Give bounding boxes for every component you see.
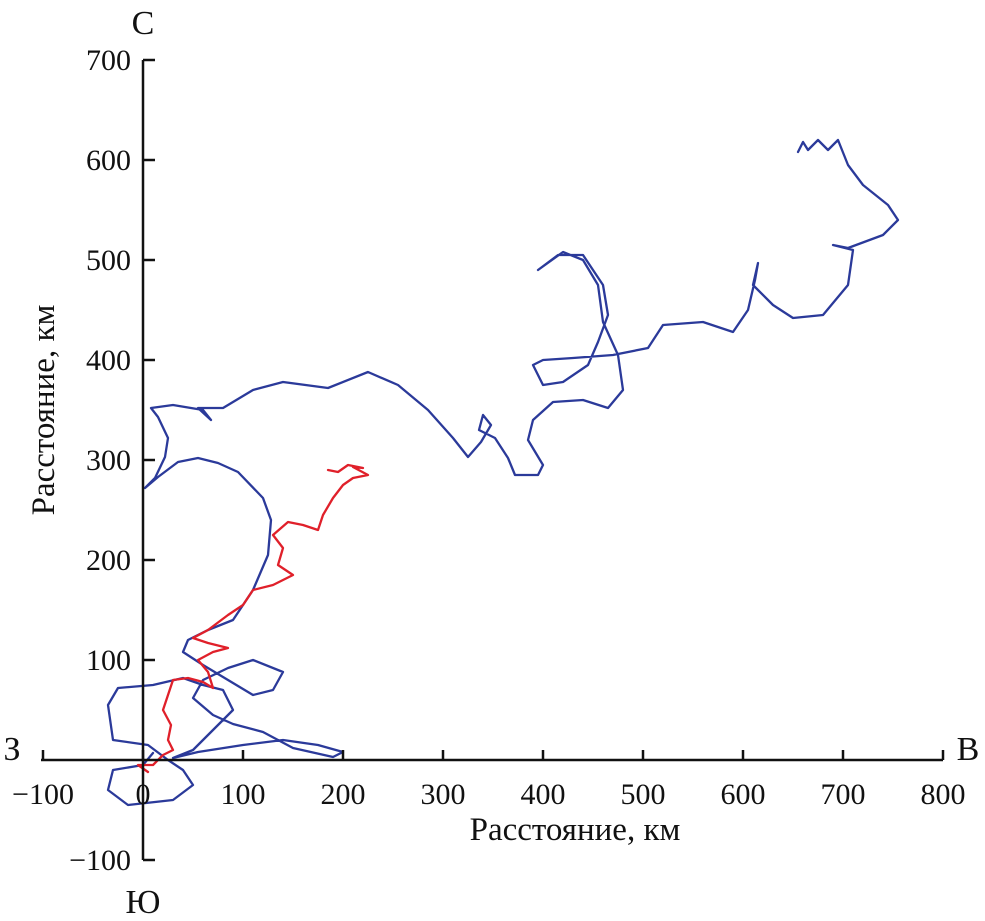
x-axis-title: Расстояние, км [470, 812, 681, 848]
x-tick-label: 200 [321, 778, 366, 811]
series-line-2 [136, 463, 370, 774]
x-tick-label: 500 [621, 778, 666, 811]
x-tick-label: 300 [421, 778, 466, 811]
x-tick-label: 400 [521, 778, 566, 811]
compass-west-label: З [3, 731, 20, 768]
y-tick-label: 400 [86, 344, 131, 377]
x-tick-label: −100 [12, 778, 74, 811]
compass-south-label: Ю [126, 884, 161, 921]
y-ticks: −100 100 200 300 400 500 600 700 [69, 44, 155, 877]
y-tick-label: 300 [86, 444, 131, 477]
x-tick-label: 600 [721, 778, 766, 811]
y-tick-label: 600 [86, 144, 131, 177]
y-axis-title: Расстояние, км [26, 305, 62, 516]
y-tick-label: 200 [86, 544, 131, 577]
y-tick-label: −100 [69, 844, 131, 877]
series-line-1 [106, 138, 900, 807]
compass-east-label: В [957, 731, 980, 768]
y-tick-label: 500 [86, 244, 131, 277]
x-tick-label: 700 [821, 778, 866, 811]
series-layer [106, 138, 900, 807]
axes: −100 0 100 200 300 400 500 600 700 800 −100100200… [12, 44, 965, 877]
x-tick-label: 0 [136, 778, 151, 811]
compass-north-label: С [132, 5, 155, 42]
y-tick-label: 700 [86, 44, 131, 77]
x-tick-label: 800 [921, 778, 966, 811]
y-tick-label: 100 [86, 644, 131, 677]
x-tick-label: 100 [221, 778, 266, 811]
x-ticks: −100 0 100 200 300 400 500 600 700 800 [12, 750, 966, 811]
